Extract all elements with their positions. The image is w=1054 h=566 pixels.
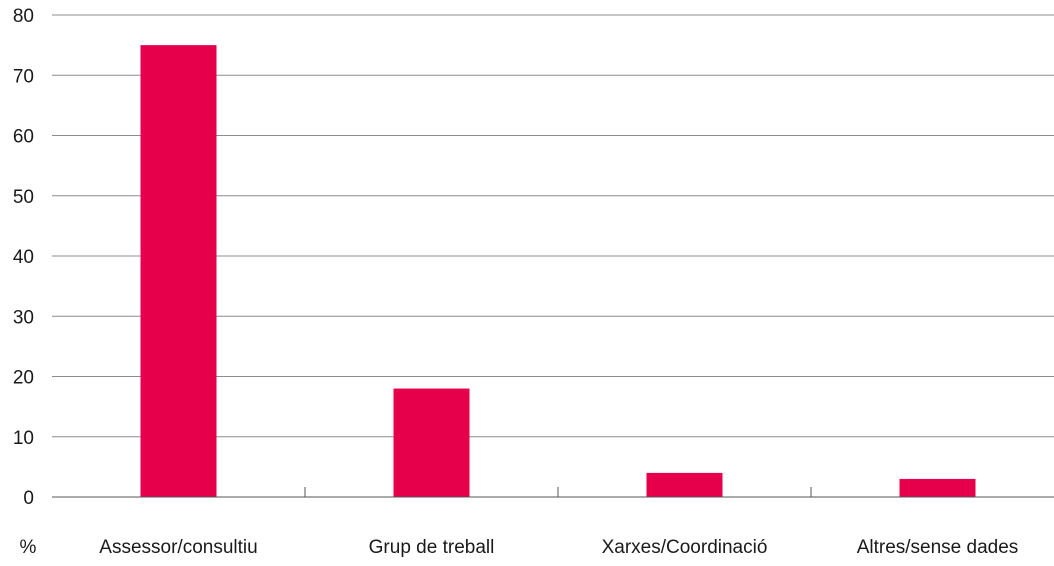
y-tick-label: 60 — [13, 127, 34, 148]
y-tick-label: 80 — [13, 6, 34, 27]
y-tick-label: 30 — [13, 307, 34, 328]
category-labels: Assessor/consultiu Grup de treball Xarxes/… — [99, 537, 1018, 558]
y-tick-labels: 0 10 20 30 40 50 60 70 80 — [13, 6, 34, 509]
y-tick-label: 70 — [13, 66, 34, 87]
category-label: Altres/sense dades — [857, 537, 1019, 558]
x-axis — [52, 487, 1054, 498]
gridlines — [52, 14, 1054, 438]
y-tick-label: 50 — [13, 187, 34, 208]
y-unit-label: % — [20, 537, 37, 558]
bar — [646, 472, 723, 497]
y-tick-label: 40 — [13, 247, 34, 268]
category-label: Xarxes/Coordinació — [602, 537, 768, 558]
category-label: Assessor/consultiu — [99, 537, 257, 558]
y-tick-label: 20 — [13, 368, 34, 389]
bar — [899, 478, 976, 497]
bar — [393, 388, 470, 497]
y-tick-label: 10 — [13, 428, 34, 449]
bars — [140, 45, 976, 497]
y-tick-label: 0 — [23, 488, 34, 509]
category-label: Grup de treball — [369, 537, 495, 558]
bar — [140, 45, 217, 497]
